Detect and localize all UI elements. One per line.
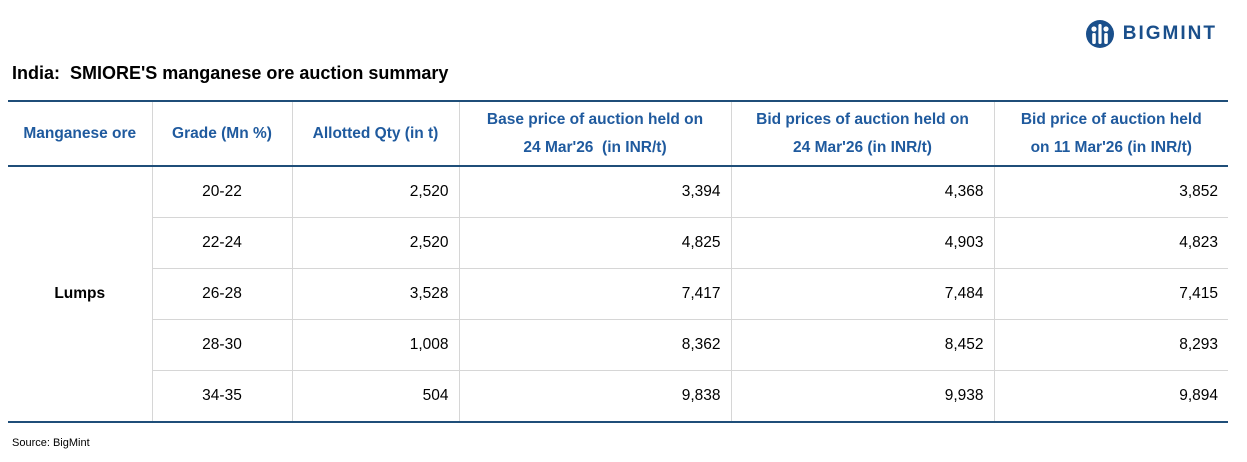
qty-cell: 3,528: [291, 268, 459, 320]
bid-24mar-cell: 7,484: [730, 268, 994, 320]
bid-11mar-cell: 9,894: [993, 370, 1228, 423]
ore-type-cell: Lumps: [8, 166, 152, 423]
header-bid-24mar-line2: 24 Mar'26 (in INR/t): [793, 138, 932, 156]
header-base-price-line2: 24 Mar'26 (in INR/t): [523, 138, 667, 156]
grade-cell: 20-22: [151, 166, 292, 218]
bid-24mar-cell: 8,452: [730, 319, 994, 371]
table-row: 22-24 2,520 4,825 4,903 4,823: [8, 217, 1228, 269]
table-row: 28-30 1,008 8,362 8,452 8,293: [8, 319, 1228, 371]
header-grade: Grade (Mn %): [151, 100, 292, 167]
base-price-cell: 4,825: [458, 217, 731, 269]
bid-11mar-cell: 7,415: [993, 268, 1228, 320]
source-note: Source: BigMint: [12, 437, 90, 449]
bid-24mar-cell: 4,903: [730, 217, 994, 269]
header-manganese-ore: Manganese ore: [8, 100, 152, 167]
table-row: Lumps 20-22 2,520 3,394 4,368 3,852: [8, 166, 1228, 423]
table-header-row: Manganese ore Grade (Mn %) Allotted Qty …: [8, 100, 1228, 167]
brand-name: BIGMINT: [1122, 23, 1217, 44]
grade-cell: 28-30: [151, 319, 292, 371]
grade-cell: 34-35: [151, 370, 292, 423]
table-title: India: SMIORE'S manganese ore auction su…: [12, 63, 449, 83]
bid-11mar-cell: 4,823: [993, 217, 1228, 269]
bid-11mar-cell: 8,293: [993, 319, 1228, 371]
brand-logo: BIGMINT: [1085, 19, 1217, 49]
grade-cell: 22-24: [151, 217, 292, 269]
bigmint-logo-icon: [1085, 20, 1114, 48]
bid-11mar-cell: 3,852: [993, 166, 1228, 218]
header-base-price: Base price of auction held on 24 Mar'26 …: [458, 100, 731, 167]
grade-cell: 26-28: [151, 268, 292, 320]
base-price-cell: 7,417: [458, 268, 731, 320]
header-bid-11mar: Bid price of auction held on 11 Mar'26 (…: [993, 100, 1228, 167]
table-row: 34-35 504 9,838 9,938 9,894: [8, 370, 1228, 423]
header-allotted-qty: Allotted Qty (in t): [291, 100, 459, 167]
header-bid-11mar-line2: on 11 Mar'26 (in INR/t): [1030, 138, 1192, 156]
header-bid-24mar: Bid prices of auction held on 24 Mar'26 …: [730, 100, 994, 167]
header-bid-11mar-line1: Bid price of auction held: [1020, 110, 1202, 128]
qty-cell: 1,008: [291, 319, 459, 371]
qty-cell: 2,520: [291, 166, 459, 218]
bid-24mar-cell: 4,368: [730, 166, 994, 218]
qty-cell: 2,520: [291, 217, 459, 269]
auction-summary-table: Manganese ore Grade (Mn %) Allotted Qty …: [8, 100, 1228, 423]
bid-24mar-cell: 9,938: [730, 370, 994, 423]
qty-cell: 504: [291, 370, 459, 423]
base-price-cell: 8,362: [458, 319, 731, 371]
header-base-price-line1: Base price of auction held on: [486, 110, 704, 128]
table-row: 26-28 3,528 7,417 7,484 7,415: [8, 268, 1228, 320]
base-price-cell: 3,394: [458, 166, 731, 218]
base-price-cell: 9,838: [458, 370, 731, 423]
header-bid-24mar-line1: Bid prices of auction held on: [756, 110, 969, 128]
